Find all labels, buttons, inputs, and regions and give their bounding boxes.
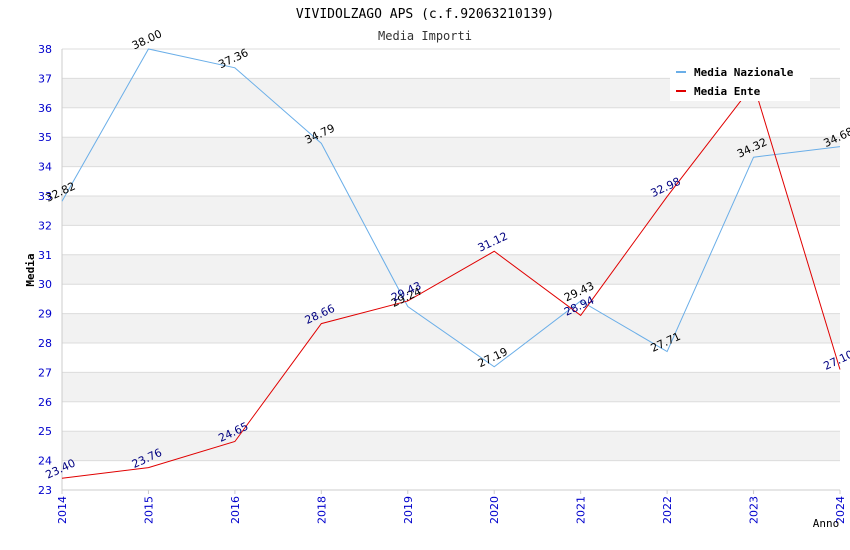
y-tick-label: 27	[38, 366, 52, 379]
data-label: 27.10	[821, 348, 850, 373]
x-tick-label: 2016	[229, 496, 242, 524]
y-tick-label: 23	[38, 484, 52, 497]
x-tick-label: 2021	[575, 496, 588, 524]
y-tick-label: 35	[38, 131, 52, 144]
y-axis-ticks: 23 24 25 26 27 28 29 30 31 32 33 34 35 36 37 38	[38, 43, 52, 497]
x-tick-label: 2015	[142, 496, 155, 524]
y-tick-label: 33	[38, 190, 52, 203]
y-tick-label: 26	[38, 396, 52, 409]
y-tick-label: 37	[38, 72, 52, 85]
y-tick-label: 25	[38, 425, 52, 438]
data-label: 27.19	[476, 345, 510, 370]
data-label: 31.12	[476, 230, 510, 255]
series-line	[61, 83, 841, 479]
y-tick-label: 36	[38, 102, 52, 115]
y-axis-label: Media	[24, 253, 37, 286]
grid-band	[62, 431, 840, 461]
y-tick-label: 24	[38, 455, 52, 468]
series-group	[61, 48, 841, 479]
y-tick-label: 34	[38, 161, 52, 174]
x-tick-label: 2014	[56, 496, 69, 524]
legend: Media Nazionale Media Ente	[670, 60, 810, 101]
grid-band	[62, 313, 840, 343]
x-tick-label: 2020	[488, 496, 501, 524]
grid-bands	[62, 48, 840, 491]
legend-entry: Media Nazionale	[694, 66, 794, 79]
x-tick-label: 2019	[402, 496, 415, 524]
x-tick-label: 2018	[315, 496, 328, 524]
y-tick-label: 30	[38, 278, 52, 291]
y-tick-label: 28	[38, 337, 52, 350]
x-axis-ticks: 2014 2015 2016 2018 2019 2020 2021 2022 2023 2024	[56, 490, 847, 524]
grid-band	[62, 196, 840, 226]
grid-band	[62, 372, 840, 402]
y-tick-label: 29	[38, 308, 52, 321]
y-tick-label: 38	[38, 43, 52, 56]
axes	[61, 49, 840, 491]
x-axis-label: Anno	[813, 517, 840, 530]
y-tick-label: 32	[38, 219, 52, 232]
x-tick-label: 2023	[748, 496, 761, 524]
x-tick-label: 2024	[834, 496, 847, 524]
x-tick-label: 2022	[661, 496, 674, 524]
legend-box	[670, 60, 810, 101]
legend-entry: Media Ente	[694, 85, 761, 98]
chart-title: VIVIDOLZAGO APS (c.f.92063210139)	[296, 7, 554, 22]
grid-band	[62, 254, 840, 285]
y-tick-label: 31	[38, 249, 52, 262]
chart-subtitle: Media Importi	[378, 29, 472, 43]
series-line	[61, 48, 841, 368]
grid-band	[62, 137, 840, 167]
